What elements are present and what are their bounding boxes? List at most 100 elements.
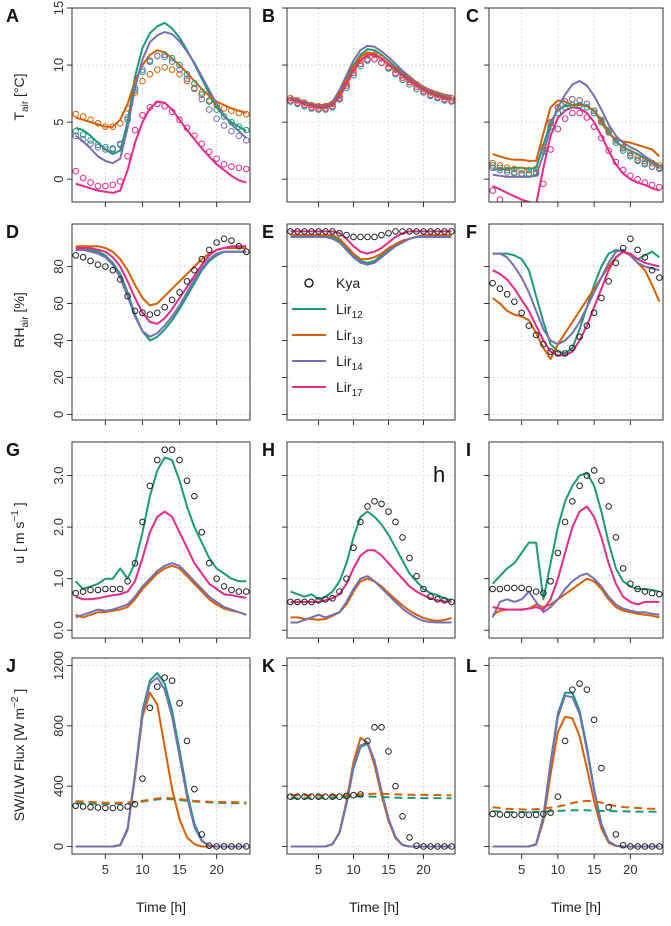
panel-F: F <box>466 222 664 425</box>
xlabel-col-1: Time [h] <box>136 899 186 915</box>
point-Kya <box>364 737 371 745</box>
point-Kya-14 <box>198 95 206 103</box>
grid <box>287 658 455 854</box>
point-Kya-17 <box>576 109 583 117</box>
point-Kya-12 <box>176 61 183 69</box>
point-Kya-14 <box>228 127 235 135</box>
y-tick-label: 5 <box>51 119 66 126</box>
point-Kya <box>343 792 350 800</box>
series-group <box>72 446 250 619</box>
point-Kya <box>434 843 441 850</box>
point-Kya <box>612 534 620 541</box>
point-Kya-13 <box>176 70 183 78</box>
point-Kya <box>109 804 117 812</box>
point-Kya-17 <box>131 126 139 134</box>
line-Lir13-SW <box>492 715 660 848</box>
point-Kya <box>385 748 392 755</box>
point-Kya <box>598 294 605 302</box>
point-Kya <box>176 456 183 464</box>
line-Lir17 <box>290 230 452 255</box>
point-Kya <box>406 834 413 841</box>
point-Kya <box>213 843 220 850</box>
series-Kya-13 <box>72 64 250 130</box>
point-Kya <box>153 683 161 690</box>
point-Kya-14 <box>648 163 656 170</box>
point-Kya <box>656 843 663 850</box>
point-Kya <box>131 307 139 315</box>
y-tick-label: 2.0 <box>51 518 66 536</box>
point-Kya-13 <box>308 101 315 109</box>
point-Kya <box>87 586 94 594</box>
point-Kya <box>315 597 322 604</box>
legend-label: Lir13 <box>336 327 363 347</box>
point-Kya-13 <box>102 123 109 130</box>
point-Kya-13 <box>124 105 131 112</box>
point-Kya-14 <box>619 145 627 152</box>
point-Kya <box>357 791 364 798</box>
point-Kya-12 <box>139 68 146 76</box>
point-Kya <box>87 803 94 811</box>
point-Kya <box>161 446 169 454</box>
point-Kya <box>406 228 413 235</box>
point-Kya-17 <box>109 181 117 189</box>
point-Kya <box>322 596 329 603</box>
point-Kya <box>228 843 235 850</box>
point-Kya <box>641 588 649 595</box>
point-Kya-17 <box>448 97 455 104</box>
point-Kya-17 <box>540 180 547 188</box>
panel-A: A 0 5 10 15 <box>6 1 251 207</box>
point-Kya-14 <box>540 146 547 153</box>
series-Kya-17 <box>287 56 455 112</box>
x-tick-label: 15 <box>587 862 601 877</box>
point-Kya <box>656 590 663 598</box>
point-Kya-17 <box>371 56 378 63</box>
point-Kya <box>287 598 294 606</box>
point-Kya-13 <box>648 159 656 167</box>
point-Kya <box>619 565 627 572</box>
point-Kya-12 <box>583 103 591 111</box>
point-Kya-13 <box>161 64 169 71</box>
line-Lir14 <box>290 44 452 106</box>
point-Kya <box>569 686 576 693</box>
line-Lir13 <box>290 577 452 622</box>
series-Kya <box>489 235 663 357</box>
point-Kya-12 <box>343 84 350 92</box>
panel-letter-G: G <box>6 440 20 460</box>
y-tick-label: 1.0 <box>51 570 66 588</box>
point-Kya-17 <box>139 111 146 119</box>
point-Kya-12 <box>183 70 191 78</box>
point-Kya-17 <box>441 95 448 103</box>
y-tick-label: 800 <box>51 715 66 737</box>
point-Kya-17 <box>504 203 510 209</box>
series-group <box>489 680 663 850</box>
point-Kya-13 <box>511 165 518 173</box>
point-Kya <box>371 724 378 731</box>
point-Kya <box>420 228 427 235</box>
point-Kya-13 <box>198 91 206 99</box>
point-Kya-17 <box>434 93 441 101</box>
point-Kya-12 <box>94 141 102 149</box>
point-Kya-12 <box>205 98 213 105</box>
panel-letter-A: A <box>6 6 19 26</box>
point-Kya-14 <box>79 135 87 143</box>
point-Kya <box>109 266 117 274</box>
point-Kya <box>322 793 329 801</box>
point-Kya-14 <box>87 140 94 148</box>
point-Kya <box>301 228 308 235</box>
point-Kya <box>315 793 322 801</box>
line-Lir12 <box>75 248 247 342</box>
point-Kya <box>413 572 420 580</box>
point-Kya <box>168 446 176 454</box>
point-Kya-17 <box>554 125 562 133</box>
xlabel-col-3: Time [h] <box>551 899 601 915</box>
point-Kya <box>590 309 598 317</box>
point-Kya <box>605 278 612 285</box>
panel-frame <box>71 223 251 421</box>
point-Kya <box>627 235 634 243</box>
point-Kya <box>94 804 102 811</box>
point-Kya-14 <box>547 119 554 127</box>
point-Kya-13 <box>420 85 427 93</box>
point-Kya-17 <box>496 196 504 202</box>
panel-D: D 0 20 40 60 80 <box>6 222 251 425</box>
point-Kya-17 <box>308 103 315 111</box>
